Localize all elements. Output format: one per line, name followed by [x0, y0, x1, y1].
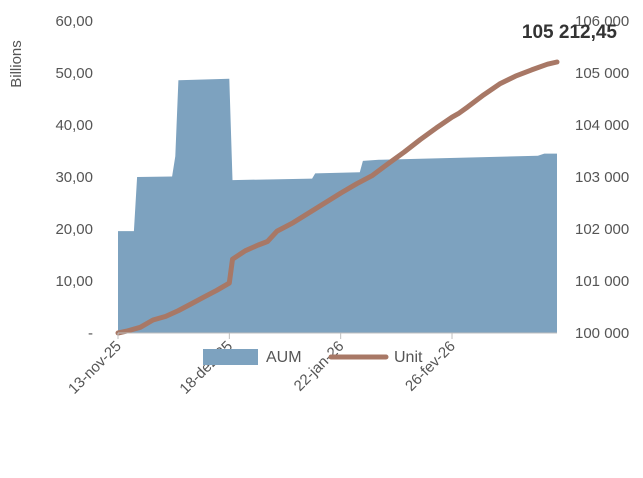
legend-aum-swatch — [203, 349, 258, 365]
legend-aum-label: AUM — [266, 349, 302, 366]
x-tick-label: 22-jan-26 — [291, 338, 348, 395]
y-left-tick-label: - — [88, 325, 93, 342]
aum-area — [118, 78, 557, 333]
y-left-tick-label: 60,00 — [55, 13, 93, 30]
y-right-tick-label: 101 000 — [575, 273, 629, 290]
last-value-annotation: 105 212,45 — [522, 22, 618, 43]
x-tick-label: 18-dez-25 — [176, 338, 236, 398]
y-left-tick-label: 40,00 — [55, 117, 93, 134]
aum-area-layer — [118, 78, 557, 333]
y-right-tick-label: 105 000 — [575, 65, 629, 82]
y-left-axis-label: Billions — [8, 40, 25, 88]
y-left-tick-label: 30,00 — [55, 169, 93, 186]
y-right-tick-label: 103 000 — [575, 169, 629, 186]
y-left-tick-label: 10,00 — [55, 273, 93, 290]
y-right-tick-label: 106 000 — [575, 13, 629, 30]
x-tick-label: 26-fev-26 — [402, 338, 459, 395]
y-right-tick-label: 102 000 — [575, 221, 629, 238]
y-right-tick-label: 100 000 — [575, 325, 629, 342]
y-right-tick-label: 104 000 — [575, 117, 629, 134]
legend-unit-label: Unit — [394, 349, 423, 366]
legend: AUM Unit — [203, 349, 423, 366]
x-tick-label: 13-nov-25 — [65, 338, 125, 398]
y-left-tick-label: 20,00 — [55, 221, 93, 238]
y-left-tick-label: 50,00 — [55, 65, 93, 82]
unit-line-layer — [115, 59, 560, 336]
unit-line — [115, 59, 560, 336]
